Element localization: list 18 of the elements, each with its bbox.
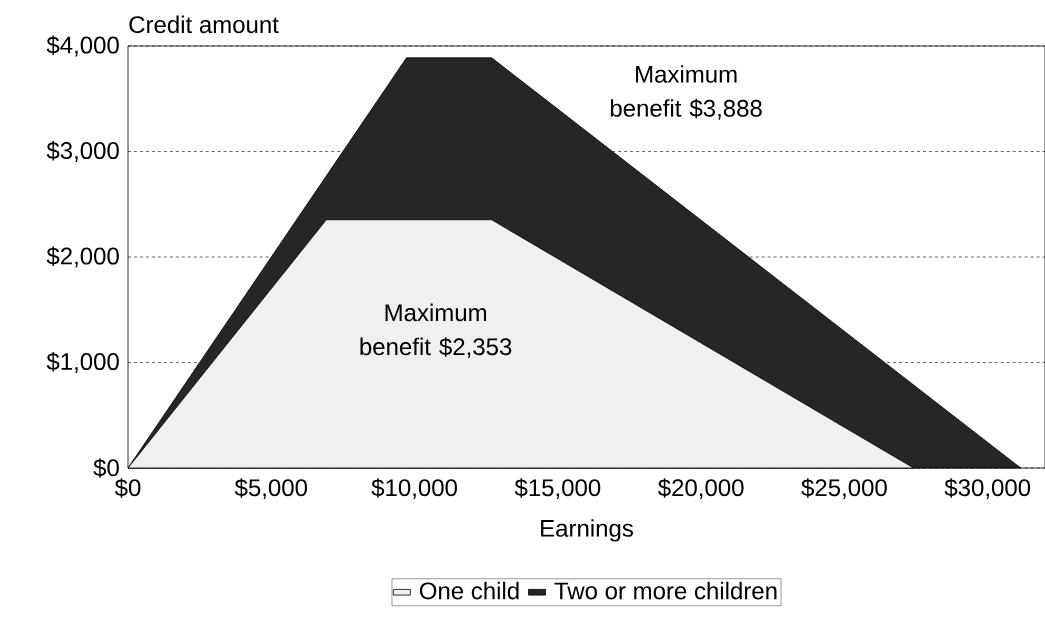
- y-tick-label: $2,000: [46, 246, 119, 268]
- x-tick-label: $15,000: [514, 478, 601, 500]
- x-tick-label: $20,000: [658, 478, 744, 500]
- y-tick-label: $1,000: [46, 352, 119, 373]
- y-tick-label: $4,000: [46, 35, 119, 57]
- annotation: Maximum benefit $2,353: [360, 303, 512, 359]
- y-axis-title: Credit amount: [129, 15, 279, 34]
- x-tick-label: $5,000: [234, 478, 308, 500]
- x-tick-label: $25,000: [801, 478, 887, 500]
- annotation: Maximum benefit $3,888: [610, 65, 762, 120]
- legend-label: One child: [419, 581, 519, 600]
- x-tick-label: $10,000: [371, 478, 457, 500]
- x-tick-label: $30,000: [944, 478, 1031, 500]
- x-axis-title: Earnings: [541, 519, 633, 542]
- legend-label: Two or more children: [554, 581, 777, 600]
- x-tick-label: $0: [114, 478, 141, 498]
- y-tick-label: $3,000: [46, 141, 119, 162]
- y-tick-label: $0: [93, 458, 119, 478]
